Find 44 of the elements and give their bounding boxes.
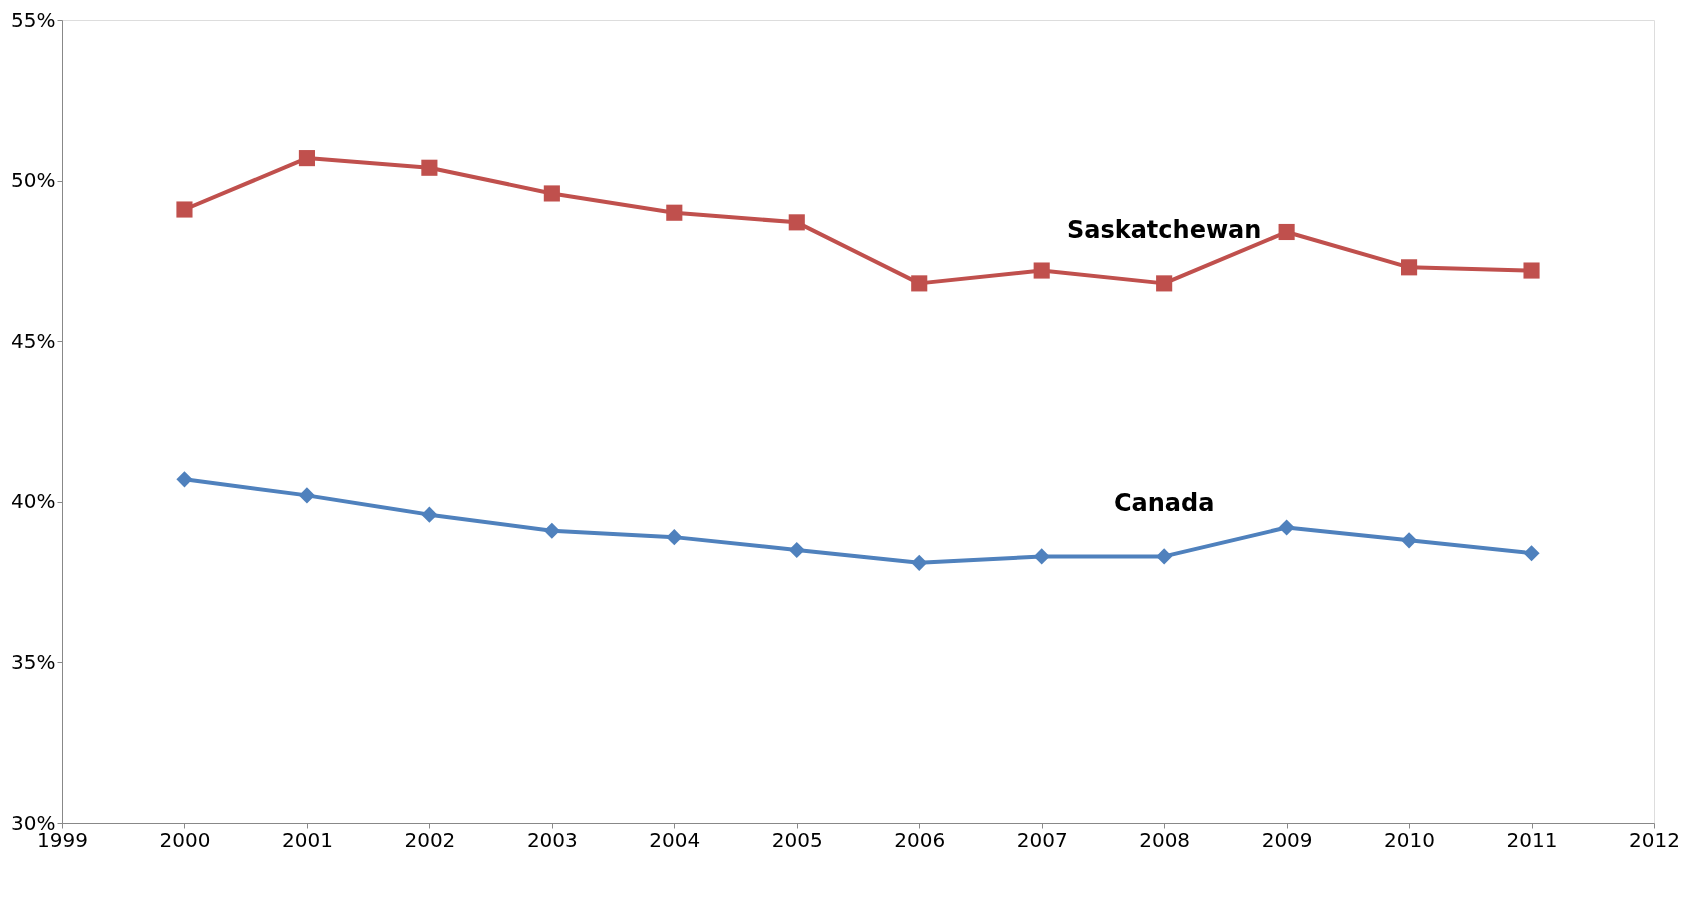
x-tick-label: 2006 [894,827,946,852]
point [1033,548,1050,565]
series-label: Saskatchewan [1066,216,1262,245]
point [1278,519,1295,536]
y-tick-label: 45% [11,328,56,353]
x-tick-label: 2007 [1016,827,1068,852]
y-tick-label: 40% [11,489,56,514]
x-tick-label: 2000 [159,827,211,852]
point [788,214,805,231]
x-tick-label: 2004 [649,827,701,852]
x-tick-label: 2009 [1261,827,1313,852]
point [666,529,683,546]
point [543,522,560,539]
series-label: Canada [1113,489,1215,518]
x-tick-label: 2008 [1139,827,1191,852]
point [1523,262,1540,279]
y-tick-label: 55% [11,7,56,32]
point [911,275,928,292]
point [421,159,438,176]
x-tick-label: 2012 [1629,827,1680,852]
point [1523,545,1540,562]
x-tick-label: 2002 [404,827,456,852]
point [421,506,438,523]
point [911,554,928,571]
x-tick-label: 2001 [281,827,333,852]
point [1401,259,1418,276]
x-tick-label: 2010 [1384,827,1436,852]
x-tick-label: 2005 [771,827,823,852]
point [1156,548,1173,565]
point [1401,532,1418,549]
point [788,541,805,559]
point [298,487,315,504]
x-tick-label: 2011 [1506,827,1558,852]
point [1156,275,1173,292]
point [1033,262,1050,279]
x-tick-label: 2003 [526,827,578,852]
point [298,150,315,167]
point [1278,223,1295,241]
y-tick-label: 35% [11,649,56,674]
point [543,185,560,202]
point [176,201,193,218]
point [176,471,193,488]
point [666,204,683,221]
y-tick-label: 50% [11,168,56,193]
